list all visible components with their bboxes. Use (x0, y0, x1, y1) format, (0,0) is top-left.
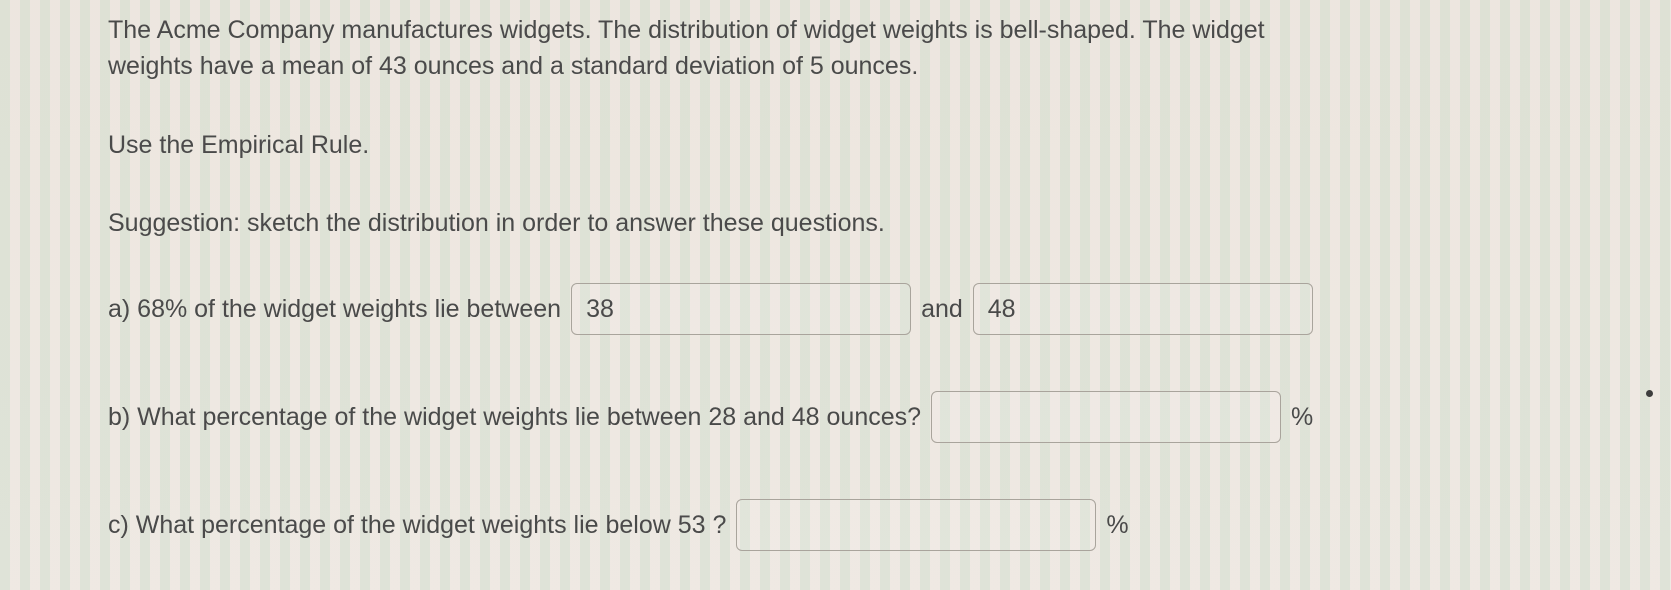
question-b-unit: % (1291, 403, 1313, 432)
question-a-joiner: and (921, 295, 963, 324)
suggestion-text: Suggestion: sketch the distribution in o… (108, 205, 1611, 241)
question-b-text: b) What percentage of the widget weights… (108, 403, 921, 432)
instruction-text: Use the Empirical Rule. (108, 127, 1611, 163)
problem-statement: The Acme Company manufactures widgets. T… (108, 12, 1611, 85)
problem-line-2: weights have a mean of 43 ounces and a s… (108, 52, 918, 80)
question-c-input[interactable] (736, 499, 1096, 551)
decorative-dot (1646, 390, 1653, 397)
question-c: c) What percentage of the widget weights… (108, 499, 1611, 551)
question-b-input[interactable] (931, 391, 1281, 443)
question-a-prefix: a) 68% of the widget weights lie between (108, 295, 561, 324)
question-a-upper-input[interactable] (973, 283, 1313, 335)
question-c-text: c) What percentage of the widget weights… (108, 511, 726, 540)
question-c-unit: % (1106, 511, 1128, 540)
problem-line-1: The Acme Company manufactures widgets. T… (108, 16, 1265, 44)
question-a-lower-input[interactable] (571, 283, 911, 335)
question-a: a) 68% of the widget weights lie between… (108, 283, 1611, 335)
question-b: b) What percentage of the widget weights… (108, 391, 1611, 443)
